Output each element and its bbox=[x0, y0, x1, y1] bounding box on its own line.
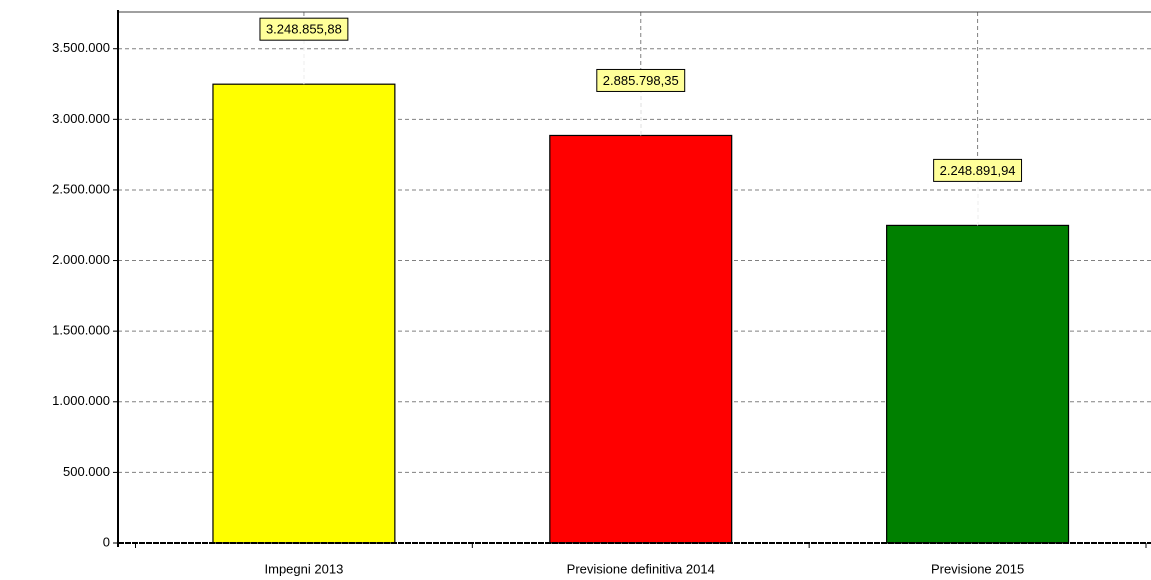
y-tick-label: 1.500.000 bbox=[52, 323, 110, 338]
y-tick-label: 2.000.000 bbox=[52, 252, 110, 267]
x-tick-label: Previsione 2015 bbox=[931, 561, 1024, 576]
y-tick-label: 2.500.000 bbox=[52, 181, 110, 196]
y-tick-label: 1.000.000 bbox=[52, 393, 110, 408]
x-tick-label: Previsione definitiva 2014 bbox=[567, 561, 715, 576]
y-tick-label: 3.000.000 bbox=[52, 111, 110, 126]
y-tick-label: 500.000 bbox=[63, 464, 110, 479]
value-label: 3.248.855,88 bbox=[266, 22, 342, 37]
bar bbox=[212, 83, 396, 544]
bar bbox=[549, 134, 733, 544]
value-label: 2.885.798,35 bbox=[603, 73, 679, 88]
y-tick-label: 3.500.000 bbox=[52, 40, 110, 55]
x-tick-label: Impegni 2013 bbox=[265, 561, 344, 576]
value-label: 2.248.891,94 bbox=[940, 163, 1016, 178]
value-label-box bbox=[933, 158, 1023, 182]
value-label-box bbox=[259, 17, 349, 41]
y-tick-label: 0 bbox=[103, 534, 110, 549]
bar bbox=[886, 224, 1070, 544]
value-label-box bbox=[596, 68, 686, 92]
